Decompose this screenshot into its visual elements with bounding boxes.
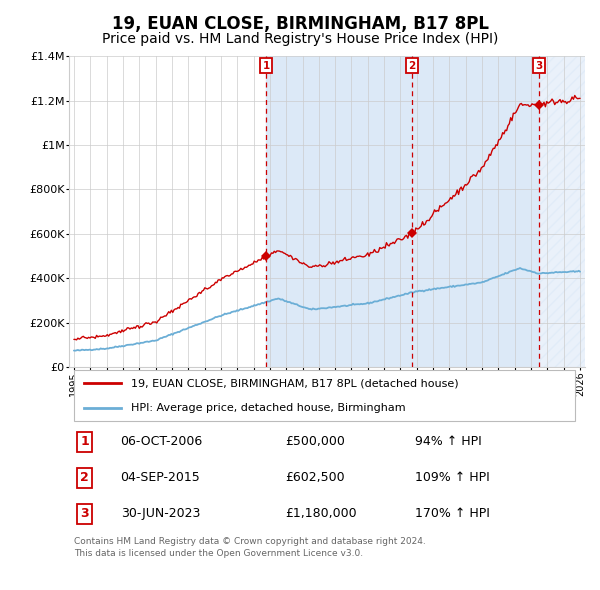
Text: HPI: Average price, detached house, Birmingham: HPI: Average price, detached house, Birm… — [131, 403, 406, 413]
Text: 170% ↑ HPI: 170% ↑ HPI — [415, 507, 490, 520]
Text: 04-SEP-2015: 04-SEP-2015 — [121, 471, 200, 484]
Text: 3: 3 — [80, 507, 89, 520]
Text: 06-OCT-2006: 06-OCT-2006 — [121, 435, 203, 448]
Text: 3: 3 — [536, 61, 543, 71]
Text: Price paid vs. HM Land Registry's House Price Index (HPI): Price paid vs. HM Land Registry's House … — [102, 32, 498, 47]
Text: 30-JUN-2023: 30-JUN-2023 — [121, 507, 200, 520]
Text: 2: 2 — [80, 471, 89, 484]
Text: 2: 2 — [408, 61, 415, 71]
FancyBboxPatch shape — [74, 370, 575, 421]
Text: 1: 1 — [80, 435, 89, 448]
Bar — [539, 56, 588, 368]
Bar — [266, 56, 412, 368]
Text: Contains HM Land Registry data © Crown copyright and database right 2024.
This d: Contains HM Land Registry data © Crown c… — [74, 537, 426, 558]
Text: 1: 1 — [262, 61, 270, 71]
Bar — [412, 56, 539, 368]
Text: £602,500: £602,500 — [286, 471, 346, 484]
Text: 19, EUAN CLOSE, BIRMINGHAM, B17 8PL (detached house): 19, EUAN CLOSE, BIRMINGHAM, B17 8PL (det… — [131, 378, 458, 388]
Text: 109% ↑ HPI: 109% ↑ HPI — [415, 471, 490, 484]
Text: 94% ↑ HPI: 94% ↑ HPI — [415, 435, 481, 448]
Text: £1,180,000: £1,180,000 — [286, 507, 358, 520]
Text: £500,000: £500,000 — [286, 435, 346, 448]
Text: 19, EUAN CLOSE, BIRMINGHAM, B17 8PL: 19, EUAN CLOSE, BIRMINGHAM, B17 8PL — [112, 15, 488, 33]
